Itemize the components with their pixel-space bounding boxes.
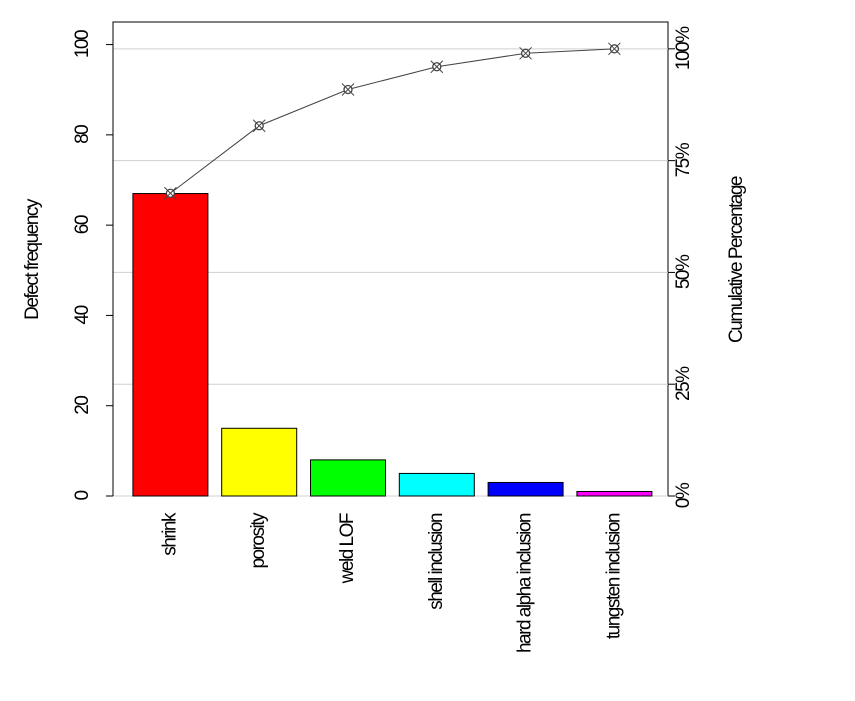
y-tick-label: 100 — [72, 30, 93, 58]
y-axis-title: Defect frequency — [22, 198, 43, 320]
y2-tick-label: 0% — [673, 482, 694, 508]
y2-tick-label: 100% — [673, 26, 694, 70]
y2-axis-title: Cumulative Percentage — [726, 176, 747, 343]
x-tick-label: weld LOF — [337, 513, 358, 584]
x-tick-label: shrink — [159, 512, 180, 556]
y2-tick-label: 75% — [673, 142, 694, 177]
bar — [576, 490, 653, 497]
y2-tick-label: 50% — [673, 254, 694, 289]
cumulative-point — [519, 46, 532, 60]
cumulative-point — [430, 60, 444, 74]
bar — [132, 193, 209, 497]
cumulative-point — [164, 186, 177, 200]
bar — [310, 459, 386, 497]
cumulative-point — [608, 42, 621, 56]
bar — [487, 481, 564, 497]
x-tick-label: tungsten inclusion — [603, 513, 624, 639]
y-tick-label: 60 — [72, 215, 93, 234]
cumulative-point — [252, 119, 266, 133]
y-tick-label: 20 — [72, 396, 93, 415]
cumulative-point — [341, 83, 355, 96]
x-tick-label: shell inclusion — [426, 513, 447, 610]
x-tick-label: porosity — [248, 512, 269, 569]
bar — [398, 472, 475, 497]
x-tick-label: hard alpha inclusion — [515, 513, 536, 653]
y-tick-label: 0 — [72, 491, 93, 501]
y-tick-label: 40 — [72, 305, 93, 324]
y2-tick-label: 25% — [673, 366, 694, 401]
cumulative-line — [170, 48, 615, 194]
y-tick-label: 80 — [72, 125, 93, 144]
bar — [221, 427, 298, 497]
